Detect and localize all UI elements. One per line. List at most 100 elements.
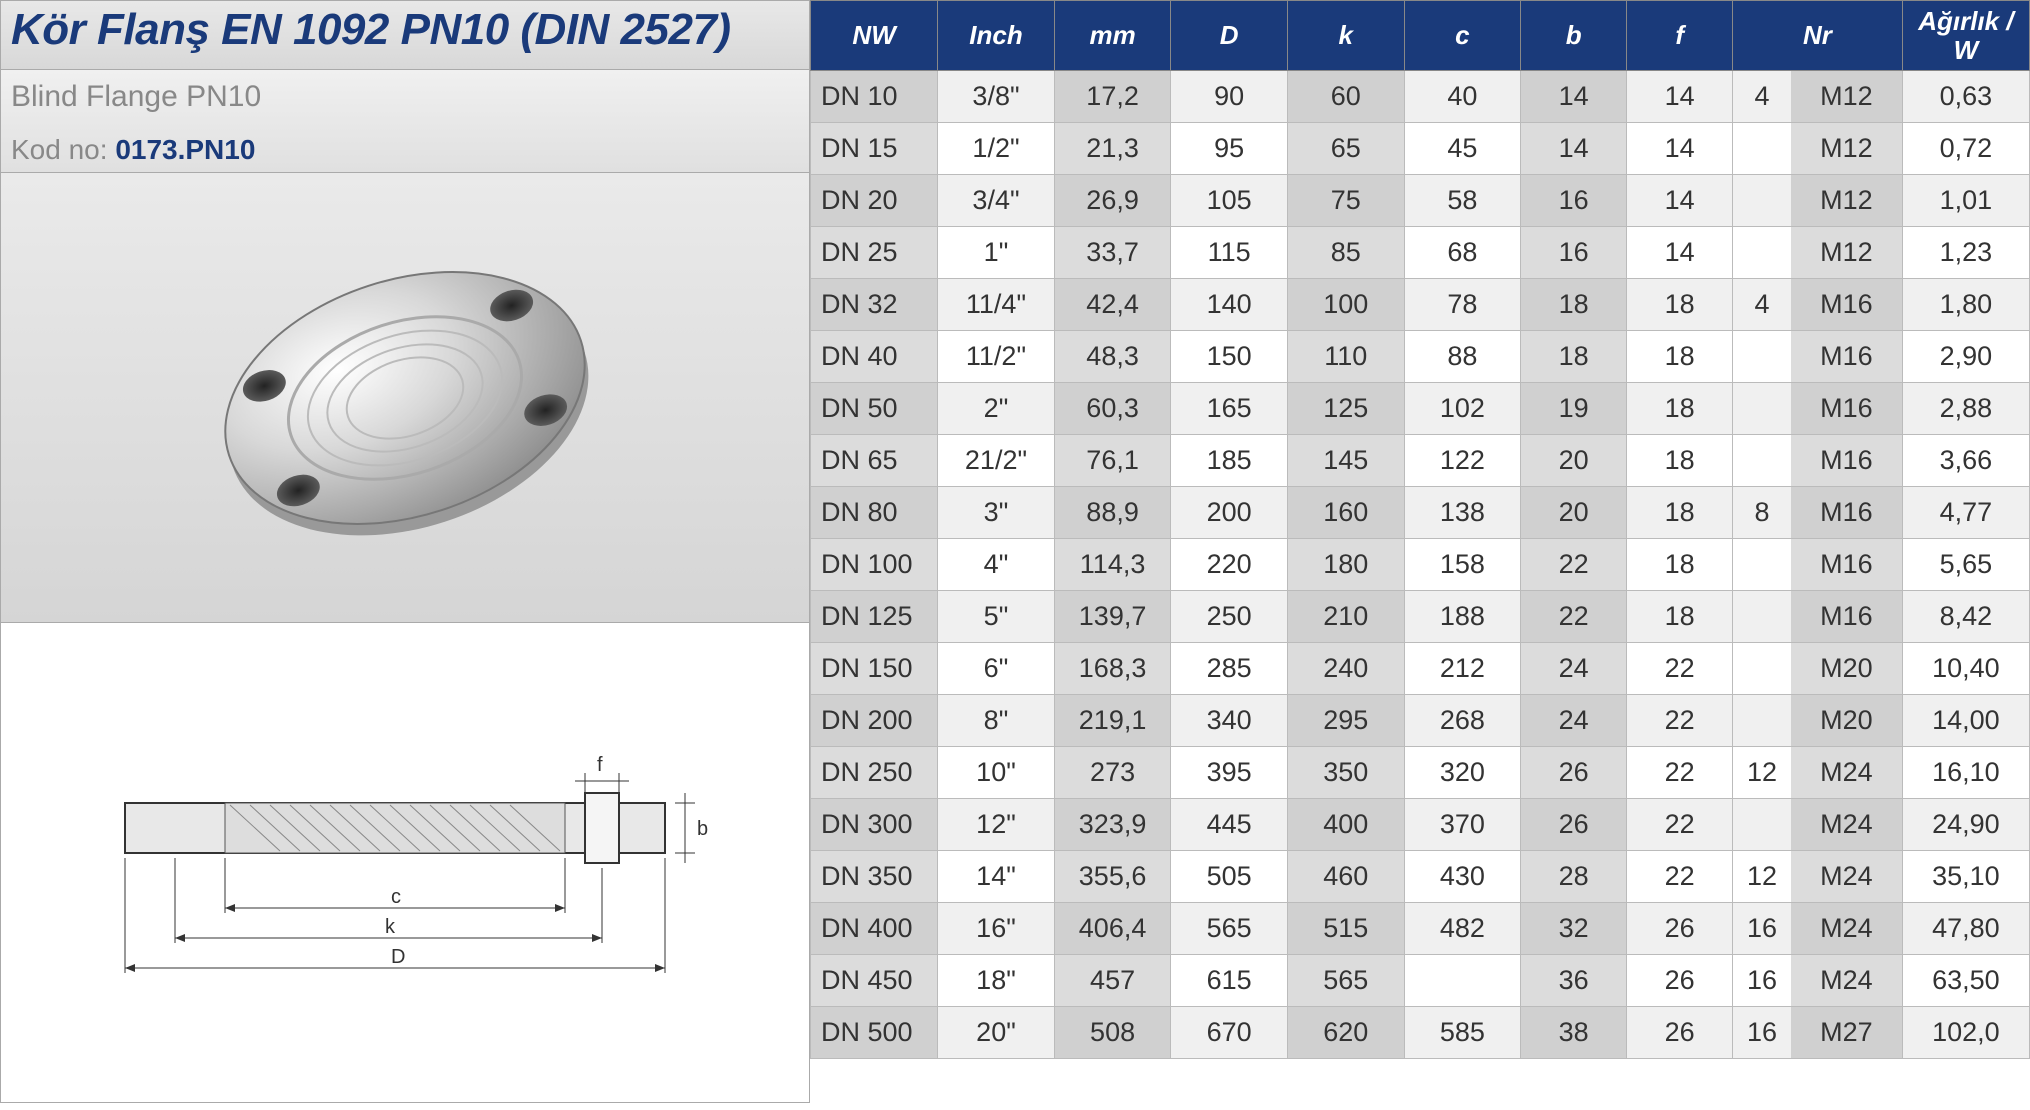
cell-weight: 2,88 [1902,383,2029,435]
cell-weight: 1,23 [1902,227,2029,279]
cell-f: 18 [1627,591,1733,643]
table-panel: NW Inch mm D k c b f Nr Ağırlık / W DN 1… [810,0,2030,1103]
cell-b: 14 [1521,71,1627,123]
cell-f: 18 [1627,435,1733,487]
cell-nr-count [1733,123,1791,175]
cell-mm: 273 [1054,747,1171,799]
table-row: DN 6521/2"76,11851451222018M163,66 [811,435,2030,487]
cell-c: 188 [1404,591,1521,643]
cell-inch: 20" [938,1007,1055,1059]
th-k: k [1287,1,1404,71]
cell-c: 320 [1404,747,1521,799]
cell-k: 565 [1287,955,1404,1007]
cell-b: 18 [1521,279,1627,331]
cell-mm: 33,7 [1054,227,1171,279]
cell-mm: 17,2 [1054,71,1171,123]
cell-k: 160 [1287,487,1404,539]
left-panel: Kör Flanş EN 1092 PN10 (DIN 2527) Blind … [0,0,810,1103]
cell-nr-count: 8 [1733,487,1791,539]
cell-c: 370 [1404,799,1521,851]
cell-mm: 219,1 [1054,695,1171,747]
table-row: DN 3211/4"42,41401007818184M161,80 [811,279,2030,331]
cell-f: 22 [1627,695,1733,747]
cell-mm: 114,3 [1054,539,1171,591]
cell-b: 36 [1521,955,1627,1007]
cell-f: 18 [1627,279,1733,331]
dim-k: k [385,916,396,938]
cell-nw: DN 200 [811,695,938,747]
table-row: DN 2008"219,13402952682422M2014,00 [811,695,2030,747]
cell-f: 22 [1627,799,1733,851]
cell-c: 585 [1404,1007,1521,1059]
dim-D: D [391,946,405,968]
cell-nr-count: 4 [1733,71,1791,123]
cell-inch: 4" [938,539,1055,591]
cell-mm: 60,3 [1054,383,1171,435]
cell-c: 40 [1404,71,1521,123]
dim-f: f [597,754,603,776]
table-body: DN 103/8"17,290604014144M120,63DN 151/2"… [811,71,2030,1059]
cell-D: 505 [1171,851,1288,903]
cell-mm: 168,3 [1054,643,1171,695]
cell-inch: 3/8" [938,71,1055,123]
cell-inch: 2" [938,383,1055,435]
cell-c: 138 [1404,487,1521,539]
cell-nw: DN 20 [811,175,938,227]
cell-nr: M16 [1791,591,1902,643]
cell-f: 18 [1627,383,1733,435]
cell-nr: M27 [1791,1007,1902,1059]
cell-f: 14 [1627,123,1733,175]
cell-f: 26 [1627,955,1733,1007]
table-row: DN 35014"355,6505460430282212M2435,10 [811,851,2030,903]
cell-f: 18 [1627,487,1733,539]
cell-f: 18 [1627,539,1733,591]
page-container: Kör Flanş EN 1092 PN10 (DIN 2527) Blind … [0,0,2030,1103]
cell-nw: DN 65 [811,435,938,487]
cell-weight: 0,63 [1902,71,2029,123]
th-weight: Ağırlık / W [1902,1,2029,71]
cell-inch: 11/2" [938,331,1055,383]
cell-c: 88 [1404,331,1521,383]
th-f: f [1627,1,1733,71]
cell-weight: 63,50 [1902,955,2029,1007]
kod-value: 0173.PN10 [115,134,255,165]
th-D: D [1171,1,1288,71]
table-row: DN 502"60,31651251021918M162,88 [811,383,2030,435]
cell-weight: 14,00 [1902,695,2029,747]
cell-mm: 76,1 [1054,435,1171,487]
cell-nr: M20 [1791,643,1902,695]
cell-inch: 3" [938,487,1055,539]
cell-f: 14 [1627,227,1733,279]
table-row: DN 25010"273395350320262212M2416,10 [811,747,2030,799]
cell-D: 150 [1171,331,1288,383]
cell-inch: 6" [938,643,1055,695]
cell-f: 22 [1627,643,1733,695]
cell-D: 250 [1171,591,1288,643]
cell-nw: DN 400 [811,903,938,955]
cell-k: 240 [1287,643,1404,695]
cell-nr-count: 12 [1733,851,1791,903]
cell-k: 620 [1287,1007,1404,1059]
cell-nr-count: 16 [1733,1007,1791,1059]
cell-b: 20 [1521,435,1627,487]
kod-label: Kod no: [11,134,115,165]
cell-k: 60 [1287,71,1404,123]
cell-mm: 48,3 [1054,331,1171,383]
cell-weight: 47,80 [1902,903,2029,955]
cell-weight: 1,80 [1902,279,2029,331]
subtitle-block: Blind Flange PN10 Kod no: 0173.PN10 [0,70,810,173]
cell-b: 38 [1521,1007,1627,1059]
cell-mm: 323,9 [1054,799,1171,851]
cell-b: 28 [1521,851,1627,903]
cell-weight: 1,01 [1902,175,2029,227]
table-row: DN 251"33,711585681614M121,23 [811,227,2030,279]
cell-k: 145 [1287,435,1404,487]
cell-b: 16 [1521,227,1627,279]
cell-D: 395 [1171,747,1288,799]
cell-k: 350 [1287,747,1404,799]
cell-f: 22 [1627,747,1733,799]
cell-weight: 8,42 [1902,591,2029,643]
cell-D: 200 [1171,487,1288,539]
cell-inch: 10" [938,747,1055,799]
cell-nw: DN 80 [811,487,938,539]
